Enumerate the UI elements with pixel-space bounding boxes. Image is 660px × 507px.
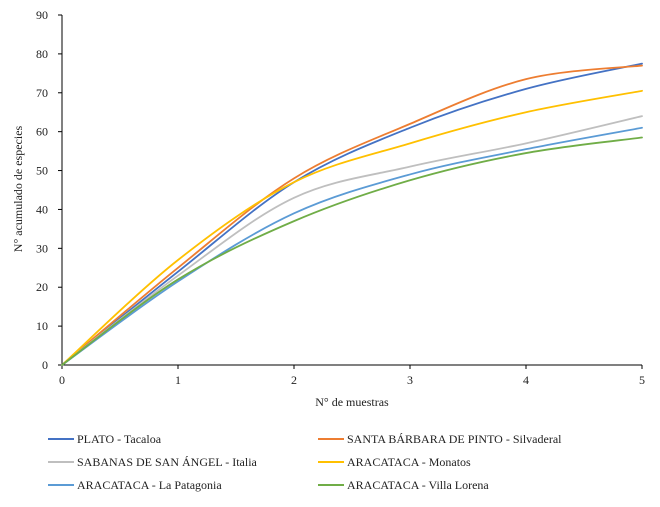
tick-labels: 0 10 20 30 40 50 60 70 80 90 0 1 2 3 4 5 — [36, 8, 645, 387]
series-lines — [61, 62, 643, 366]
series-line-sabanas-de-san-angel-italia — [61, 115, 643, 366]
axes — [58, 14, 643, 369]
y-tick-label: 30 — [36, 241, 48, 255]
legend-label: ARACATACA - Monatos — [347, 455, 471, 469]
y-tick-label: 10 — [36, 319, 48, 333]
series-line-aracataca-villa-lorena — [61, 136, 643, 366]
y-tick-label: 20 — [36, 280, 48, 294]
y-tick-label: 50 — [36, 164, 48, 178]
series-line-aracataca-monatos — [61, 89, 643, 366]
y-tick-label: 60 — [36, 125, 48, 139]
x-tick-label: 1 — [175, 373, 181, 387]
y-axis-title: N° acumulado de especies — [11, 125, 25, 252]
series-line-santa-barbara-de-pinto-silvaderal — [61, 64, 643, 366]
series-line-plato-tacaloa — [61, 62, 643, 366]
series-line-aracataca-la-patagonia — [61, 126, 643, 366]
x-tick-label: 3 — [407, 373, 413, 387]
x-tick-label: 0 — [59, 373, 65, 387]
x-tick-label: 5 — [639, 373, 645, 387]
legend-label: SABANAS DE SAN ÁNGEL - Italia — [77, 455, 258, 469]
y-tick-label: 70 — [36, 86, 48, 100]
x-tick-label: 4 — [523, 373, 529, 387]
legend-label: PLATO - Tacaloa — [77, 432, 162, 446]
legend-label: ARACATACA - Villa Lorena — [347, 478, 489, 492]
y-tick-label: 40 — [36, 202, 48, 216]
y-tick-label: 80 — [36, 47, 48, 61]
x-tick-label: 2 — [291, 373, 297, 387]
y-tick-label: 0 — [42, 358, 48, 372]
x-axis-title: N° de muestras — [315, 395, 389, 409]
y-tick-label: 90 — [36, 8, 48, 22]
legend-label: SANTA BÁRBARA DE PINTO - Silvaderal — [347, 432, 562, 446]
legend: PLATO - Tacaloa SANTA BÁRBARA DE PINTO - … — [48, 432, 562, 492]
legend-label: ARACATACA - La Patagonia — [77, 478, 222, 492]
